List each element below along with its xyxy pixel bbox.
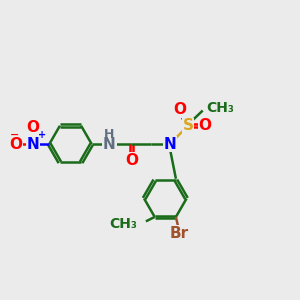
- Text: +: +: [38, 130, 46, 140]
- Text: S: S: [182, 118, 194, 134]
- Text: CH₃: CH₃: [206, 100, 234, 115]
- Text: O: O: [125, 153, 138, 168]
- Text: O: O: [199, 118, 212, 134]
- Text: N: N: [164, 136, 176, 152]
- Text: N: N: [27, 136, 40, 152]
- Text: Br: Br: [169, 226, 188, 241]
- Text: O: O: [173, 102, 186, 117]
- Text: CH₃: CH₃: [109, 217, 137, 231]
- Text: N: N: [103, 136, 116, 152]
- Text: O: O: [10, 136, 22, 152]
- Text: −: −: [10, 130, 20, 140]
- Text: H: H: [104, 128, 115, 141]
- Text: O: O: [27, 120, 40, 135]
